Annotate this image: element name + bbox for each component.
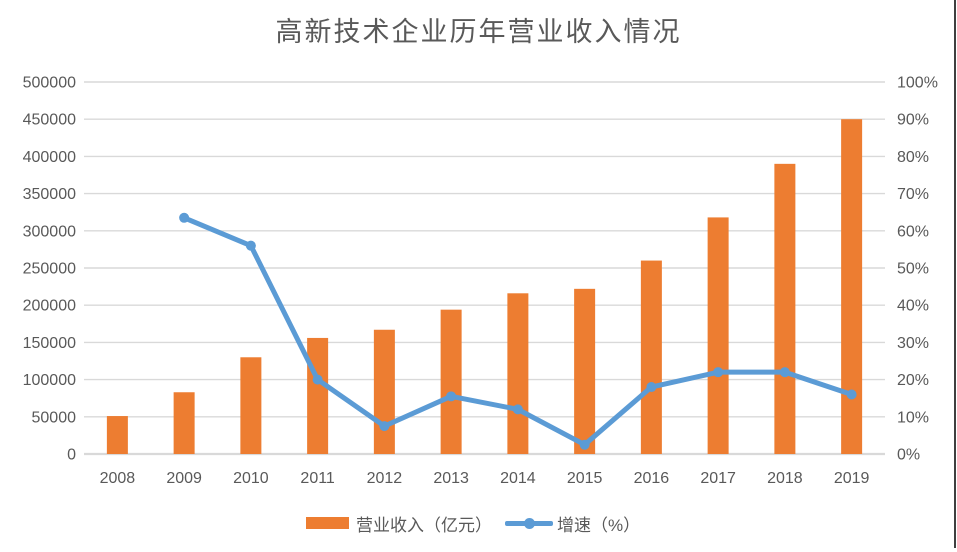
left-axis-tick: 200000 bbox=[23, 298, 76, 315]
left-axis-tick: 400000 bbox=[23, 149, 76, 166]
right-axis-tick: 10% bbox=[897, 409, 929, 426]
left-axis-tick: 100000 bbox=[23, 372, 76, 389]
bar-2012 bbox=[373, 329, 395, 454]
x-axis-label-2009: 2009 bbox=[166, 470, 202, 487]
growth-point-2018 bbox=[779, 367, 790, 378]
x-axis-label-2019: 2019 bbox=[834, 470, 870, 487]
x-axis-label-2011: 2011 bbox=[300, 470, 335, 487]
chart-title: 高新技术企业历年营业收入情况 bbox=[275, 17, 682, 47]
right-edge-border bbox=[954, 0, 956, 548]
bar-2016 bbox=[640, 260, 662, 454]
left-axis-tick: 250000 bbox=[23, 261, 76, 278]
x-axis-label-2010: 2010 bbox=[233, 470, 269, 487]
growth-point-2017 bbox=[713, 367, 724, 378]
left-axis-tick: 450000 bbox=[23, 112, 76, 129]
x-axis-label-2018: 2018 bbox=[767, 470, 803, 487]
growth-point-2013 bbox=[446, 391, 457, 402]
legend-growth-line-icon bbox=[505, 517, 553, 529]
x-axis-label-2016: 2016 bbox=[634, 470, 670, 487]
legend-growth-label: 增速（%） bbox=[557, 515, 641, 535]
bar-2017 bbox=[707, 217, 729, 454]
right-axis-tick: 60% bbox=[897, 223, 929, 240]
growth-point-2016 bbox=[646, 382, 657, 393]
x-axis-label-2014: 2014 bbox=[500, 470, 536, 487]
growth-point-2011 bbox=[312, 374, 323, 385]
legend-revenue-swatch bbox=[306, 517, 349, 529]
growth-point-2012 bbox=[379, 421, 390, 432]
bar-2011 bbox=[307, 337, 329, 454]
left-axis-tick: 50000 bbox=[32, 409, 77, 426]
bar-2009 bbox=[173, 392, 195, 454]
left-axis-tick: 350000 bbox=[23, 186, 76, 203]
chart-legend: 营业收入（亿元） 增速（%） bbox=[306, 511, 653, 535]
growth-point-2015 bbox=[579, 439, 590, 450]
growth-point-2014 bbox=[512, 404, 523, 415]
legend-revenue-label: 营业收入（亿元） bbox=[356, 515, 492, 535]
bar-2008 bbox=[106, 416, 128, 454]
growth-point-2019 bbox=[846, 389, 857, 400]
bar-2019 bbox=[841, 119, 863, 454]
left-axis-tick: 0 bbox=[67, 447, 76, 464]
left-axis-tick: 150000 bbox=[23, 335, 76, 352]
right-axis-tick: 80% bbox=[897, 149, 929, 166]
bar-2014 bbox=[507, 293, 529, 454]
right-axis-tick: 0% bbox=[897, 447, 920, 464]
right-axis-tick: 20% bbox=[897, 372, 929, 389]
x-axis-label-2008: 2008 bbox=[100, 470, 136, 487]
right-axis-tick: 90% bbox=[897, 112, 929, 129]
bar-2010 bbox=[240, 357, 262, 454]
growth-point-2010 bbox=[245, 240, 256, 251]
right-axis-tick: 30% bbox=[897, 335, 929, 352]
bar-2018 bbox=[774, 163, 796, 454]
left-axis-tick: 300000 bbox=[23, 223, 76, 240]
right-axis-tick: 70% bbox=[897, 186, 929, 203]
bar-2013 bbox=[440, 309, 462, 454]
left-axis-tick: 500000 bbox=[23, 75, 76, 92]
x-axis-label-2015: 2015 bbox=[567, 470, 603, 487]
right-axis-tick: 50% bbox=[897, 261, 929, 278]
legend-growth-line-marker bbox=[524, 518, 535, 529]
growth-point-2009 bbox=[179, 212, 190, 223]
right-axis-tick: 100% bbox=[897, 75, 938, 92]
x-axis-label-2013: 2013 bbox=[433, 470, 469, 487]
x-axis-label-2012: 2012 bbox=[367, 470, 403, 487]
x-axis-label-2017: 2017 bbox=[700, 470, 736, 487]
bar-2015 bbox=[574, 288, 596, 454]
right-axis-tick: 40% bbox=[897, 298, 929, 315]
